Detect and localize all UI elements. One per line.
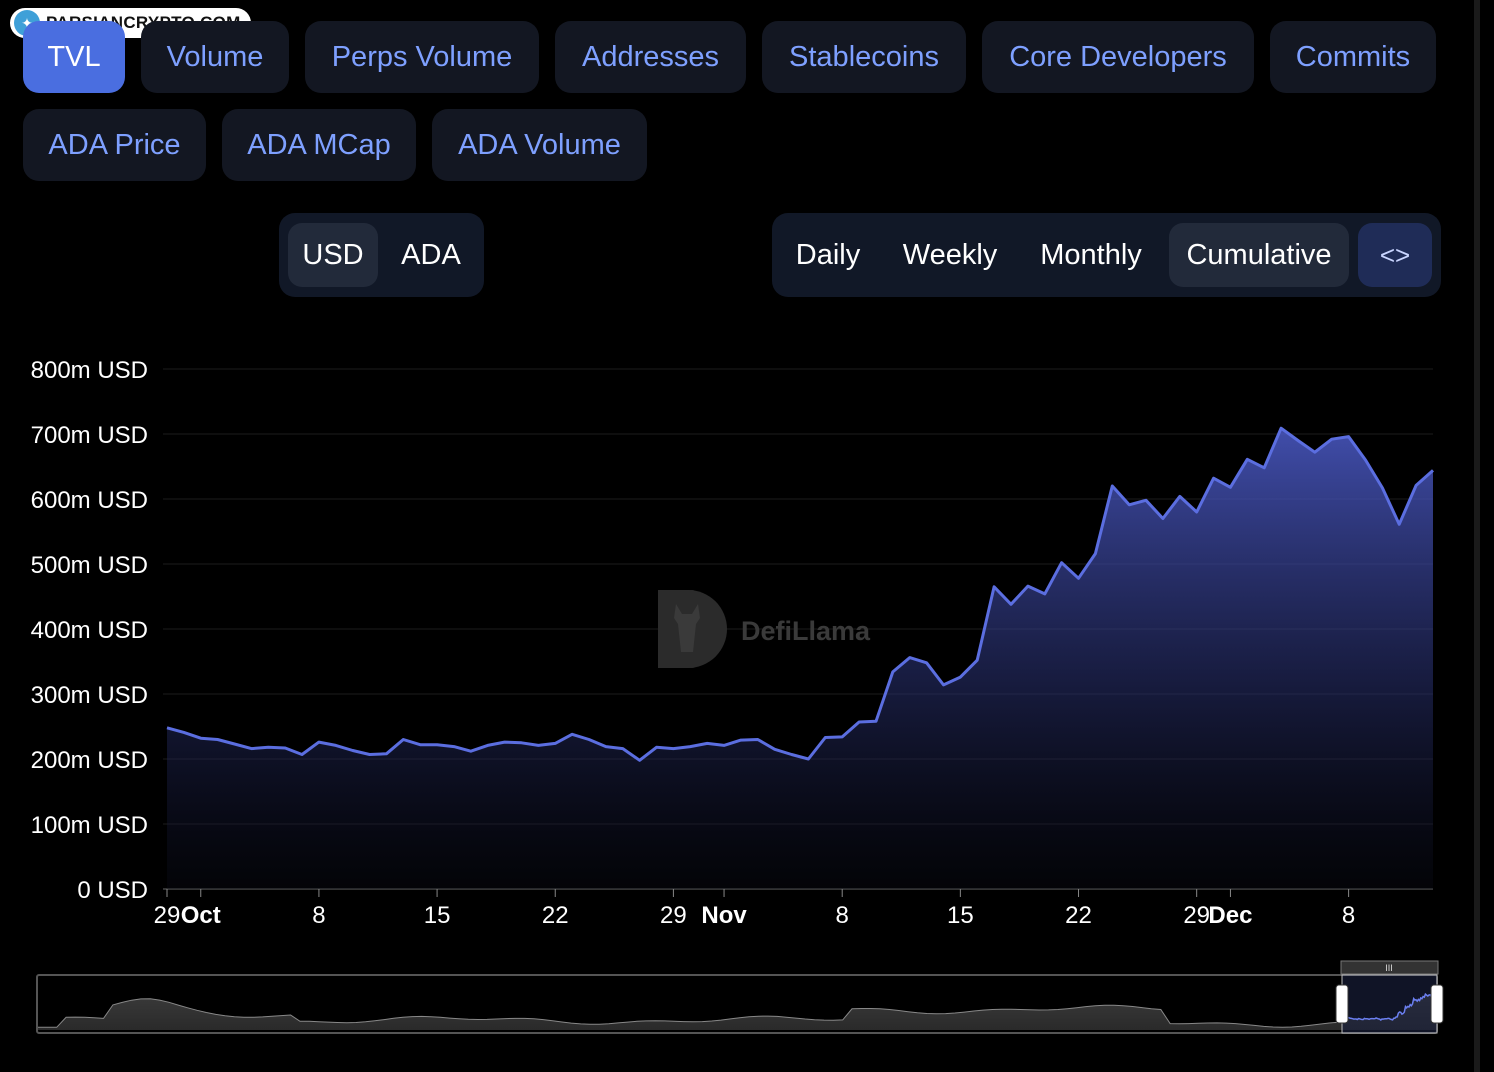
tab-commits[interactable]: Commits xyxy=(1270,21,1436,93)
watermark-text: DefiLlama xyxy=(741,616,871,646)
range-slider: III xyxy=(36,960,1444,1034)
period-monthly[interactable]: Monthly xyxy=(1040,238,1142,271)
tab-volume[interactable]: Volume xyxy=(141,21,289,93)
x-tick-label: 8 xyxy=(836,902,849,929)
x-tick-label: Oct xyxy=(181,902,221,929)
x-tick-label: Nov xyxy=(701,902,747,929)
y-tick-label: 500m USD xyxy=(31,552,148,579)
denomination-ada[interactable]: ADA xyxy=(401,238,461,271)
scrollbar[interactable] xyxy=(1474,0,1480,1072)
period-daily[interactable]: Daily xyxy=(795,238,861,271)
tab-perps-volume[interactable]: Perps Volume xyxy=(305,21,539,93)
tab-core-developers[interactable]: Core Developers xyxy=(982,21,1254,93)
embed-button[interactable]: <> xyxy=(1358,223,1432,287)
range-slider-overview xyxy=(38,994,1436,1030)
denomination-usd[interactable]: USD xyxy=(288,223,378,287)
tab-stablecoins[interactable]: Stablecoins xyxy=(762,21,966,93)
x-tick-label: 15 xyxy=(947,902,974,929)
x-tick-label: 8 xyxy=(312,902,325,929)
x-tick-label: 22 xyxy=(542,902,569,929)
tvl-line xyxy=(166,426,1434,762)
period-weekly[interactable]: Weekly xyxy=(902,238,998,271)
y-tick-label: 400m USD xyxy=(31,617,148,644)
y-axis: 800m USD 700m USD 600m USD 500m USD 400m USD… xyxy=(31,357,148,904)
watermark-logo-icon xyxy=(658,590,698,668)
defillama-watermark: DefiLlama xyxy=(658,590,871,668)
x-tick-label: Dec xyxy=(1208,902,1252,929)
y-tick-label: 600m USD xyxy=(31,487,148,514)
range-slider-right-handle xyxy=(1430,984,1444,1024)
range-slider-selected-line xyxy=(1347,992,1437,1021)
y-tick-label: 300m USD xyxy=(31,682,148,709)
range-slider-window xyxy=(1341,974,1438,1034)
y-tick-label: 800m USD xyxy=(31,357,148,384)
range-slider-left-handle xyxy=(1335,984,1349,1024)
period-cumulative[interactable]: Cumulative xyxy=(1169,223,1349,287)
x-tick-label: 29 xyxy=(1183,902,1210,929)
tvl-area xyxy=(167,428,1433,889)
chart-grid xyxy=(163,368,1433,890)
y-tick-label: 0 USD xyxy=(77,877,148,904)
x-tick-label: 15 xyxy=(424,902,451,929)
tab-ada-price[interactable]: ADA Price xyxy=(23,109,206,181)
y-tick-label: 700m USD xyxy=(31,422,148,449)
range-slider-track xyxy=(36,974,1438,1034)
period-toggle: Daily Weekly Monthly Cumulative <> xyxy=(772,213,1441,297)
llama-logo-icon xyxy=(658,590,727,668)
tab-ada-volume[interactable]: ADA Volume xyxy=(432,109,647,181)
x-tick-label: 29 xyxy=(154,902,181,929)
grip-icon: III xyxy=(1385,963,1393,973)
x-tick-label: 22 xyxy=(1065,902,1092,929)
denomination-toggle: USD ADA xyxy=(279,213,484,297)
y-tick-label: 100m USD xyxy=(31,812,148,839)
x-tick-label: 29 xyxy=(660,902,687,929)
tab-addresses[interactable]: Addresses xyxy=(555,21,746,93)
tab-tvl[interactable]: TVL xyxy=(23,21,125,93)
x-tick-label: 8 xyxy=(1342,902,1355,929)
range-slider-drag-bar xyxy=(1340,960,1439,975)
range-slider-overview-line xyxy=(38,998,1348,1028)
code-brackets-icon: <> xyxy=(1379,239,1411,270)
tab-ada-mcap[interactable]: ADA MCap xyxy=(222,109,416,181)
y-tick-label: 200m USD xyxy=(31,747,148,774)
